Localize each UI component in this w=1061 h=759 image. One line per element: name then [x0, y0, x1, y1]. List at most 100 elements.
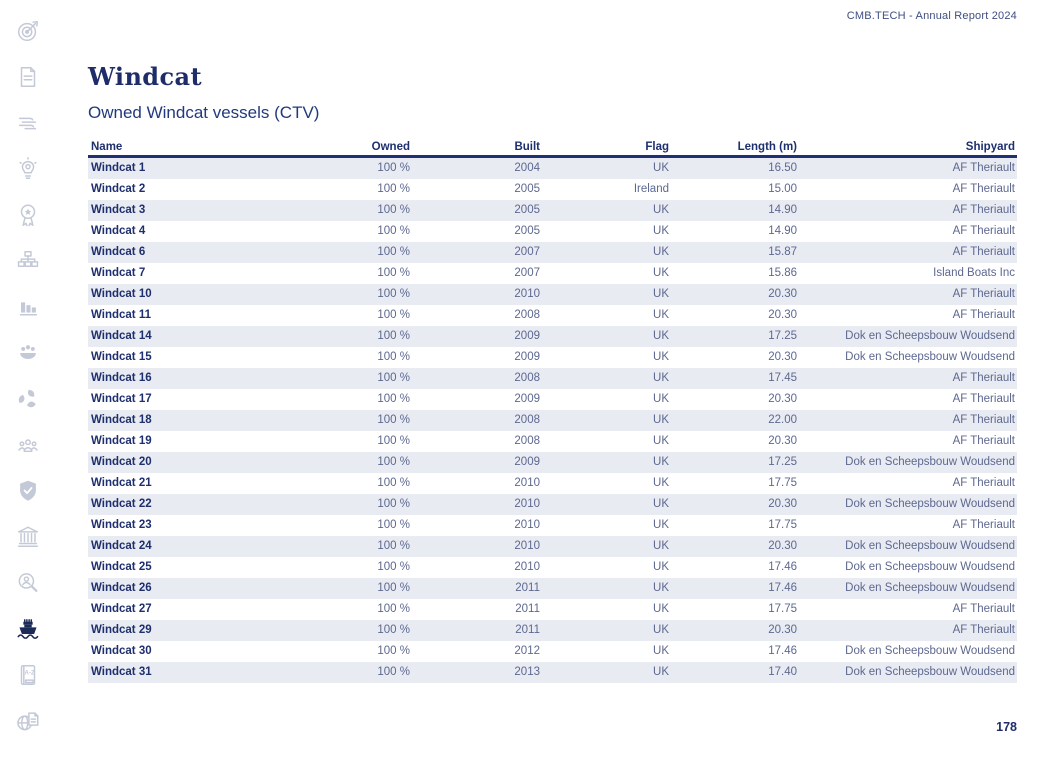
- audit-search-icon[interactable]: [15, 570, 41, 596]
- global-report-icon[interactable]: [15, 708, 41, 734]
- table-row: Windcat 24 100 % 2010 UK 20.30 Dok en Sc…: [88, 536, 1017, 557]
- cell-built: 2005: [514, 204, 540, 216]
- cell-name: Windcat 3: [91, 204, 146, 216]
- running-header: CMB.TECH - Annual Report 2024: [846, 10, 1017, 22]
- fleet-ship-icon[interactable]: [15, 616, 41, 642]
- cell-length: 17.75: [768, 477, 797, 489]
- cell-name: Windcat 10: [91, 288, 152, 300]
- cell-length: 17.46: [768, 645, 797, 657]
- cell-flag: UK: [653, 414, 669, 426]
- table-header-row: Name Owned Built Flag Length (m) Shipyar…: [88, 140, 1017, 158]
- cell-flag: UK: [653, 393, 669, 405]
- table-row: Windcat 15 100 % 2009 UK 20.30 Dok en Sc…: [88, 347, 1017, 368]
- sustainability-icon[interactable]: [15, 386, 41, 412]
- cell-shipyard: Dok en Scheepsbouw Woudsend: [845, 561, 1015, 573]
- cell-name: Windcat 15: [91, 351, 152, 363]
- table-row: Windcat 1 100 % 2004 UK 16.50 AF Theriau…: [88, 158, 1017, 179]
- cell-name: Windcat 1: [91, 162, 146, 174]
- cell-flag: UK: [653, 498, 669, 510]
- glossary-icon[interactable]: A-Z: [15, 662, 41, 688]
- cell-built: 2009: [514, 351, 540, 363]
- cell-flag: UK: [653, 456, 669, 468]
- table-row: Windcat 14 100 % 2009 UK 17.25 Dok en Sc…: [88, 326, 1017, 347]
- cell-flag: UK: [653, 309, 669, 321]
- cell-length: 15.86: [768, 267, 797, 279]
- table-row: Windcat 26 100 % 2011 UK 17.46 Dok en Sc…: [88, 578, 1017, 599]
- column-header-name: Name: [91, 141, 123, 153]
- table-row: Windcat 25 100 % 2010 UK 17.46 Dok en Sc…: [88, 557, 1017, 578]
- cell-shipyard: AF Theriault: [952, 183, 1015, 195]
- cell-flag: UK: [653, 624, 669, 636]
- cell-name: Windcat 7: [91, 267, 146, 279]
- cell-name: Windcat 18: [91, 414, 152, 426]
- cell-shipyard: Dok en Scheepsbouw Woudsend: [845, 330, 1015, 342]
- cell-name: Windcat 23: [91, 519, 152, 531]
- cell-owned: 100 %: [377, 267, 410, 279]
- cell-name: Windcat 26: [91, 582, 152, 594]
- section-subtitle: Owned Windcat vessels (CTV): [88, 103, 320, 122]
- cell-flag: UK: [653, 372, 669, 384]
- cell-name: Windcat 17: [91, 393, 152, 405]
- cell-owned: 100 %: [377, 603, 410, 615]
- meeting-icon[interactable]: [15, 340, 41, 366]
- cell-length: 17.40: [768, 666, 797, 678]
- cell-owned: 100 %: [377, 204, 410, 216]
- cell-name: Windcat 4: [91, 225, 146, 237]
- table-row: Windcat 18 100 % 2008 UK 22.00 AF Theria…: [88, 410, 1017, 431]
- cell-built: 2012: [514, 645, 540, 657]
- cell-built: 2010: [514, 477, 540, 489]
- cell-flag: UK: [653, 330, 669, 342]
- cell-owned: 100 %: [377, 288, 410, 300]
- award-icon[interactable]: [15, 202, 41, 228]
- sidebar-nav: A-Z: [0, 0, 56, 759]
- cell-owned: 100 %: [377, 498, 410, 510]
- target-icon[interactable]: [15, 18, 41, 44]
- team-icon[interactable]: [15, 432, 41, 458]
- document-icon[interactable]: [15, 64, 41, 90]
- cell-flag: UK: [653, 162, 669, 174]
- cell-built: 2009: [514, 456, 540, 468]
- cell-length: 22.00: [768, 414, 797, 426]
- cell-shipyard: Dok en Scheepsbouw Woudsend: [845, 351, 1015, 363]
- cell-owned: 100 %: [377, 351, 410, 363]
- bar-chart-icon[interactable]: [15, 294, 41, 320]
- cell-owned: 100 %: [377, 540, 410, 552]
- cell-shipyard: AF Theriault: [952, 393, 1015, 405]
- cell-shipyard: AF Theriault: [952, 414, 1015, 426]
- cell-length: 17.25: [768, 330, 797, 342]
- cell-shipyard: AF Theriault: [952, 477, 1015, 489]
- org-chart-icon[interactable]: [15, 248, 41, 274]
- cell-owned: 100 %: [377, 162, 410, 174]
- cell-built: 2008: [514, 414, 540, 426]
- column-header-flag: Flag: [645, 141, 669, 153]
- cell-owned: 100 %: [377, 183, 410, 195]
- cell-built: 2010: [514, 540, 540, 552]
- table-row: Windcat 23 100 % 2010 UK 17.75 AF Theria…: [88, 515, 1017, 536]
- governance-icon[interactable]: [15, 524, 41, 550]
- cell-shipyard: AF Theriault: [952, 162, 1015, 174]
- cell-length: 15.00: [768, 183, 797, 195]
- cell-name: Windcat 11: [91, 309, 151, 321]
- table-row: Windcat 27 100 % 2011 UK 17.75 AF Theria…: [88, 599, 1017, 620]
- shield-check-icon[interactable]: [15, 478, 41, 504]
- cell-shipyard: Island Boats Inc: [933, 267, 1015, 279]
- cell-flag: UK: [653, 561, 669, 573]
- cell-built: 2011: [515, 624, 540, 636]
- cell-name: Windcat 20: [91, 456, 152, 468]
- table-row: Windcat 11 100 % 2008 UK 20.30 AF Theria…: [88, 305, 1017, 326]
- cell-owned: 100 %: [377, 561, 410, 573]
- cell-shipyard: Dok en Scheepsbouw Woudsend: [845, 456, 1015, 468]
- cell-name: Windcat 14: [91, 330, 152, 342]
- cell-shipyard: Dok en Scheepsbouw Woudsend: [845, 582, 1015, 594]
- idea-icon[interactable]: [15, 156, 41, 182]
- table-row: Windcat 21 100 % 2010 UK 17.75 AF Theria…: [88, 473, 1017, 494]
- cell-built: 2005: [514, 225, 540, 237]
- cell-owned: 100 %: [377, 414, 410, 426]
- cell-shipyard: AF Theriault: [952, 204, 1015, 216]
- vessels-table: Name Owned Built Flag Length (m) Shipyar…: [88, 140, 1017, 683]
- cell-length: 17.46: [768, 561, 797, 573]
- column-header-shipyard: Shipyard: [965, 141, 1015, 153]
- cell-name: Windcat 24: [91, 540, 152, 552]
- cell-shipyard: Dok en Scheepsbouw Woudsend: [845, 540, 1015, 552]
- streamlines-icon[interactable]: [15, 110, 41, 136]
